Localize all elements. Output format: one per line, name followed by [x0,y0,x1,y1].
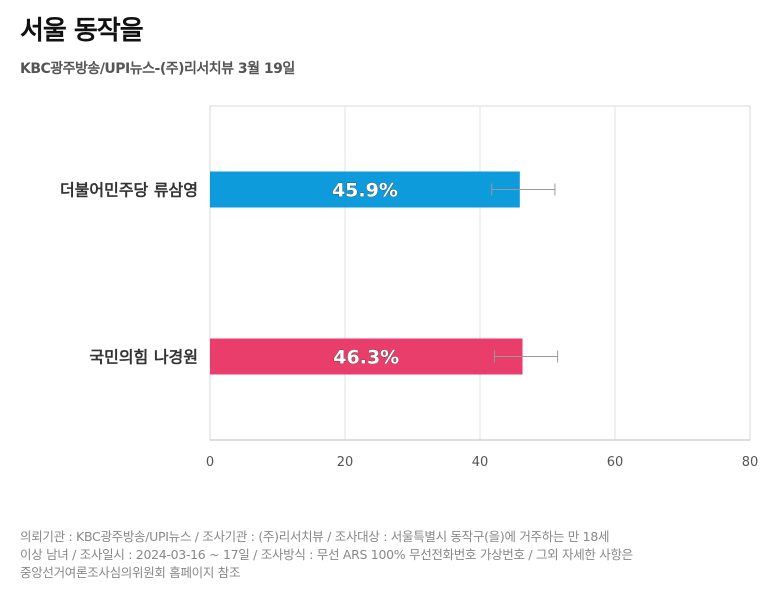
x-tick-label: 80 [742,455,759,470]
bar [210,338,523,375]
x-tick-label: 60 [607,455,624,470]
data-label: 46.3% [333,347,399,369]
chart-subtitle: KBC광주방송/UPI뉴스-(주)리서치뷰 3월 19일 [20,61,295,77]
survey-footnote: 의뢰기관 : KBC광주방송/UPI뉴스 / 조사기관 : (주)리서치뷰 / … [20,528,760,582]
x-tick-label: 40 [472,455,489,470]
category-label: 국민의힘 나경원 [89,348,198,367]
bar-chart: 0 20 40 60 80 45.9% 더불어민주당 류삼영 46.3% 국민의힘 나경원 [60,105,759,470]
data-label: 45.9% [332,180,398,202]
x-tick-label: 0 [206,455,214,470]
bar [210,171,520,208]
x-tick-label: 20 [337,455,354,470]
footnote-line: 의뢰기관 : KBC광주방송/UPI뉴스 / 조사기관 : (주)리서치뷰 / … [20,529,610,544]
category-label: 더불어민주당 류삼영 [60,181,198,200]
chart-title: 서울 동작을 [20,16,144,46]
footnote-line: 중앙선거여론조사심의위원회 홈페이지 참조 [20,565,241,580]
footnote-line: 이상 남녀 / 조사일시 : 2024-03-16 ~ 17일 / 조사방식 :… [20,547,633,562]
